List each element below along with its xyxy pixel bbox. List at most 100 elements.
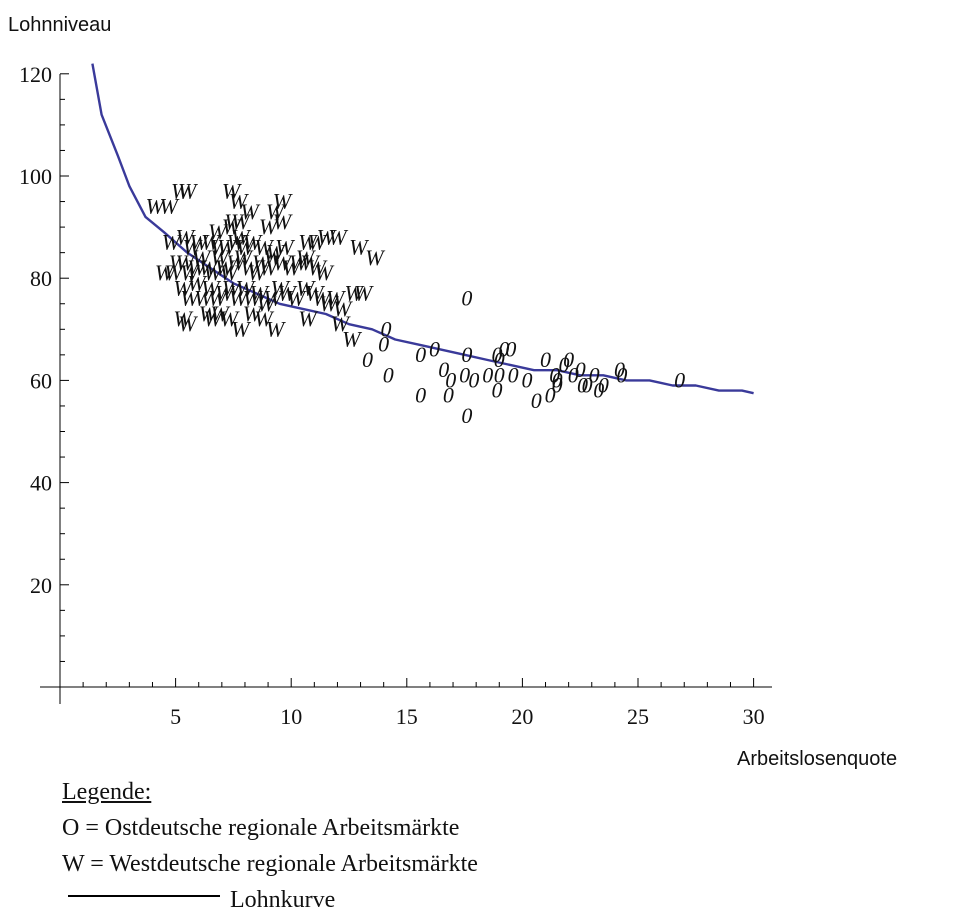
point-w: W <box>333 296 353 321</box>
point-w: W <box>215 281 235 306</box>
point-w: W <box>243 301 263 326</box>
lohnkurve-layer <box>91 63 754 395</box>
point-w: W <box>273 189 293 214</box>
point-w: W <box>289 250 309 275</box>
point-o: 0 <box>383 362 394 387</box>
point-w: W <box>233 245 253 270</box>
y-tick-label: 20 <box>30 573 52 598</box>
legend: Legende: O = Ostdeutsche regionale Arbei… <box>62 774 478 918</box>
point-w: W <box>331 311 351 336</box>
point-o: 0 <box>380 316 391 341</box>
point-w: W <box>236 275 256 300</box>
point-o: 0 <box>482 362 493 387</box>
point-w: W <box>215 255 235 280</box>
point-w: W <box>264 245 284 270</box>
point-w: W <box>273 250 293 275</box>
point-w: W <box>176 250 196 275</box>
x-tick-label: 15 <box>396 704 418 729</box>
point-o: 0 <box>443 383 454 408</box>
point-w: W <box>266 199 286 224</box>
point-w: W <box>326 286 346 311</box>
point-w: W <box>220 260 240 285</box>
point-w: W <box>273 209 293 234</box>
point-o: 0 <box>522 367 533 392</box>
point-w: W <box>266 316 286 341</box>
point-o: 0 <box>593 378 604 403</box>
point-w: W <box>314 260 334 285</box>
point-w: W <box>317 224 337 249</box>
point-o: 0 <box>498 337 509 362</box>
point-w: W <box>275 235 295 260</box>
point-w: W <box>266 240 286 265</box>
point-w: W <box>180 286 200 311</box>
point-o: 0 <box>459 362 470 387</box>
x-tick-label: 30 <box>743 704 765 729</box>
point-w: W <box>282 255 302 280</box>
point-w: W <box>240 255 260 280</box>
point-w: W <box>365 245 385 270</box>
point-w: W <box>169 250 189 275</box>
point-w: W <box>173 306 193 331</box>
point-w: W <box>243 229 263 254</box>
point-o: 0 <box>674 367 685 392</box>
point-w: W <box>328 224 348 249</box>
point-o: 0 <box>362 347 373 372</box>
y-tick-label: 100 <box>19 164 52 189</box>
x-tick-label: 10 <box>280 704 302 729</box>
x-axis-label: Arbeitslosenquote <box>737 748 898 770</box>
point-w: W <box>252 250 272 275</box>
legend-title: Legende: <box>62 779 152 805</box>
y-tick-label: 80 <box>30 266 52 291</box>
point-w: W <box>231 316 251 341</box>
point-o: 0 <box>461 286 472 311</box>
point-w: W <box>171 178 191 203</box>
point-w: W <box>210 301 230 326</box>
lohnkurve-line <box>91 63 754 395</box>
point-o: 0 <box>494 347 505 372</box>
point-o: 0 <box>568 362 579 387</box>
point-w: W <box>236 235 256 260</box>
point-o: 0 <box>598 373 609 398</box>
point-w: W <box>349 235 369 260</box>
point-o: 0 <box>563 347 574 372</box>
point-w: W <box>312 286 332 311</box>
point-o: 0 <box>461 342 472 367</box>
point-w: W <box>155 260 175 285</box>
point-w: W <box>217 235 237 260</box>
point-o: 0 <box>415 383 426 408</box>
y-tick-label: 120 <box>19 62 52 87</box>
point-o: 0 <box>614 357 625 382</box>
point-w: W <box>164 260 184 285</box>
point-w: W <box>254 235 274 260</box>
point-w: W <box>194 286 214 311</box>
point-o: 0 <box>378 332 389 357</box>
point-o: 0 <box>491 342 502 367</box>
point-w: W <box>307 255 327 280</box>
point-o: 0 <box>491 378 502 403</box>
point-o: 0 <box>549 362 560 387</box>
y-tick-label: 60 <box>30 368 52 393</box>
point-w: W <box>342 327 362 352</box>
point-w: W <box>250 281 270 306</box>
point-w: W <box>187 255 207 280</box>
point-w: W <box>227 250 247 275</box>
point-w: W <box>180 260 200 285</box>
point-w: W <box>287 286 307 311</box>
y-axis-label: Lohnniveau <box>8 14 112 36</box>
point-o: 0 <box>577 373 588 398</box>
point-w: W <box>176 224 196 249</box>
point-w: W <box>264 286 284 311</box>
point-w: W <box>192 245 212 270</box>
point-w: W <box>344 281 364 306</box>
point-w: W <box>210 245 230 270</box>
x-tick-label: 25 <box>627 704 649 729</box>
point-o: 0 <box>508 362 519 387</box>
point-w: W <box>277 281 297 306</box>
point-w: W <box>305 281 325 306</box>
point-o: 0 <box>494 362 505 387</box>
axes: 5 10 15 20 25 30 20 40 60 80 100 120 <box>19 62 772 729</box>
point-w: W <box>229 286 249 311</box>
point-w: W <box>222 178 242 203</box>
point-o: 0 <box>616 362 627 387</box>
